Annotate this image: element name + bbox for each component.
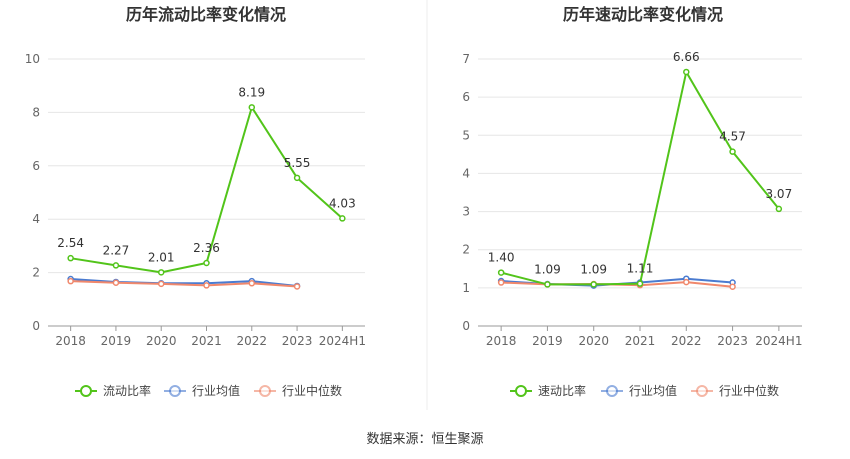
- y-tick-label: 1: [462, 281, 470, 295]
- chart-title: 历年速动比率变化情况: [563, 5, 723, 24]
- data-point[interactable]: [293, 174, 301, 182]
- y-tick-label: 2: [462, 243, 470, 257]
- data-point[interactable]: [67, 277, 74, 285]
- legend-label: 流动比率: [103, 383, 151, 398]
- y-tick-label: 2: [32, 266, 40, 280]
- data-label: 4.03: [329, 196, 356, 210]
- x-tick-label: 2019: [101, 334, 132, 348]
- y-tick-label: 4: [462, 166, 470, 180]
- y-tick-label: 0: [32, 319, 40, 333]
- legend-marker-icon: [696, 385, 708, 397]
- y-tick-label: 8: [32, 105, 40, 119]
- y-tick-label: 4: [32, 212, 40, 226]
- x-tick-label: 2023: [717, 334, 748, 348]
- legend-marker-icon: [515, 385, 527, 397]
- chart-title: 历年流动比率变化情况: [126, 5, 286, 24]
- data-point[interactable]: [497, 269, 505, 276]
- x-tick-label: 2018: [55, 334, 86, 348]
- data-label: 6.66: [673, 50, 700, 64]
- legend-item-0[interactable]: 流动比率: [75, 383, 151, 398]
- x-tick-label: 2020: [578, 334, 609, 348]
- legend-marker-icon: [606, 385, 618, 397]
- x-tick-label: 2020: [146, 334, 177, 348]
- data-point[interactable]: [544, 281, 551, 288]
- data-point[interactable]: [112, 262, 120, 269]
- series-line-1: [70, 278, 298, 287]
- data-point[interactable]: [293, 283, 301, 290]
- data-label: 2.54: [57, 236, 84, 250]
- data-label: 3.07: [765, 187, 792, 201]
- data-label: 2.27: [103, 243, 130, 257]
- data-label: 8.19: [238, 85, 265, 99]
- legend-item-2[interactable]: 行业中位数: [254, 383, 342, 398]
- legend-item-1[interactable]: 行业均值: [601, 383, 677, 398]
- y-tick-label: 10: [25, 52, 40, 66]
- y-tick-label: 0: [462, 319, 470, 333]
- data-point[interactable]: [339, 215, 346, 222]
- legend-label: 行业均值: [192, 383, 240, 398]
- data-label: 1.40: [488, 251, 515, 265]
- x-tick-label: 2021: [191, 334, 222, 348]
- data-label: 1.09: [580, 262, 607, 276]
- data-point[interactable]: [636, 280, 644, 287]
- legend-label: 行业中位数: [719, 383, 779, 398]
- data-point[interactable]: [157, 280, 165, 288]
- x-tick-label: 2019: [532, 334, 563, 348]
- data-point[interactable]: [497, 279, 505, 286]
- data-point[interactable]: [248, 280, 256, 287]
- legend-label: 行业均值: [629, 383, 677, 398]
- data-point[interactable]: [729, 283, 736, 290]
- legend-item-0[interactable]: 速动比率: [510, 383, 586, 398]
- x-tick-label: 2022: [671, 334, 702, 348]
- y-tick-label: 6: [462, 90, 470, 104]
- y-tick-label: 3: [462, 205, 470, 219]
- x-tick-label: 2021: [625, 334, 656, 348]
- data-point[interactable]: [203, 282, 210, 289]
- data-label: 1.11: [627, 262, 654, 276]
- data-label: 2.01: [148, 250, 175, 264]
- data-label: 1.09: [534, 262, 561, 276]
- y-tick-label: 7: [462, 52, 470, 66]
- current-ratio-chart: 历年流动比率变化情况 0 2 4 6 8 10 2018 2019 2020 2021 2022 202…: [25, 5, 366, 398]
- data-point[interactable]: [729, 148, 736, 155]
- legend-marker-icon: [80, 385, 92, 397]
- legend-item-1[interactable]: 行业均值: [164, 383, 240, 398]
- data-label: 5.55: [284, 156, 311, 170]
- data-label: 4.57: [719, 130, 746, 144]
- data-point[interactable]: [775, 205, 783, 213]
- legend-label: 速动比率: [538, 383, 586, 398]
- legend-label: 行业中位数: [282, 383, 342, 398]
- legend-marker-icon: [259, 385, 271, 397]
- legend-item-2[interactable]: 行业中位数: [691, 383, 779, 398]
- data-point[interactable]: [590, 281, 597, 288]
- y-tick-label: 5: [462, 128, 470, 142]
- x-tick-label: 2024H1: [755, 334, 802, 348]
- x-tick-label: 2024H1: [319, 334, 366, 348]
- x-tick-label: 2023: [282, 334, 313, 348]
- data-point[interactable]: [683, 68, 690, 76]
- series-line-0: [500, 69, 780, 286]
- x-tick-label: 2018: [486, 334, 517, 348]
- series-line-2: [70, 280, 298, 288]
- data-point[interactable]: [157, 269, 165, 276]
- quick-ratio-chart: 历年速动比率变化情况 0 1 2 3 4 5 6 7 2018 2019 2020 2021 2022 20…: [462, 5, 802, 398]
- data-point[interactable]: [248, 104, 256, 111]
- data-point[interactable]: [67, 254, 74, 262]
- x-tick-label: 2022: [237, 334, 268, 348]
- legend-marker-icon: [169, 385, 181, 397]
- data-source-note: 数据来源：恒生聚源: [366, 432, 483, 447]
- data-point[interactable]: [203, 259, 210, 267]
- data-point[interactable]: [683, 278, 690, 286]
- data-label: 2.36: [193, 241, 220, 255]
- y-tick-label: 6: [32, 159, 40, 173]
- data-point[interactable]: [112, 279, 120, 286]
